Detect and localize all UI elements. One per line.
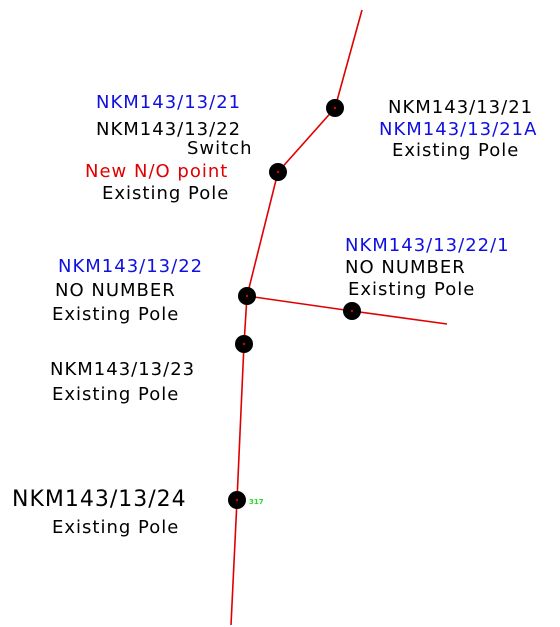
pole-label: NKM143/13/24 xyxy=(12,487,187,512)
pole-center xyxy=(350,309,354,313)
pole-label: Existing Pole xyxy=(52,384,179,405)
pole-label: NKM143/13/23 xyxy=(50,359,195,380)
pole-label: NKM143/13/21 xyxy=(388,97,533,118)
pole-center xyxy=(276,170,280,174)
pole-label: NKM143/13/22/1 xyxy=(345,235,510,256)
poles xyxy=(228,99,361,509)
pole-label: Existing Pole xyxy=(348,279,475,300)
pole-label: Existing Pole xyxy=(52,517,179,538)
pole-center xyxy=(242,342,246,346)
pole-center xyxy=(235,498,239,502)
pole-label: NKM143/13/21A xyxy=(379,119,537,140)
pole-label: NKM143/13/21 xyxy=(96,92,241,113)
pole-center xyxy=(245,294,249,298)
pole-label: NKM143/13/22 xyxy=(96,119,241,140)
pole-label: Existing Pole xyxy=(102,183,229,204)
feeder-line xyxy=(230,9,363,626)
pole-label: NKM143/13/22 xyxy=(58,256,203,277)
pole-label: New N/O point xyxy=(85,161,228,182)
pole-label: Existing Pole xyxy=(392,140,519,161)
pole-center xyxy=(333,106,337,110)
pole-label: Existing Pole xyxy=(52,304,179,325)
pole-tag: 317 xyxy=(249,498,264,506)
pole-label: Switch xyxy=(187,138,253,159)
pole-label: NO NUMBER xyxy=(345,257,466,278)
pole-label: NO NUMBER xyxy=(55,280,176,301)
